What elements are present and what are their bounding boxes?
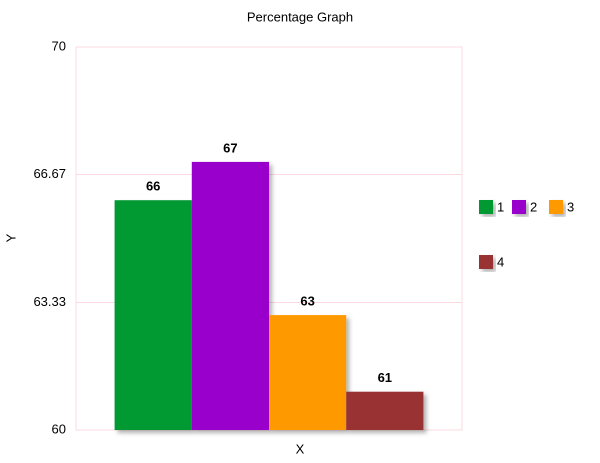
y-tick-label: 60 [52,421,66,436]
legend-swatch [549,200,563,214]
y-tick-label: 70 [52,38,66,53]
bar [114,200,192,430]
y-axis-label: Y [3,233,18,242]
legend-label: 1 [497,199,504,214]
chart-title: Percentage Graph [247,9,353,24]
legend-label: 4 [497,254,504,269]
data-label: 67 [223,140,237,155]
legend-swatch [479,200,493,214]
bar [191,161,269,430]
y-tick-label: 66.67 [33,166,66,181]
bar [346,391,424,430]
legend-label: 2 [530,199,537,214]
legend-label: 3 [567,199,574,214]
legend-swatch [512,200,526,214]
bar [269,315,347,430]
data-label: 63 [300,294,314,309]
y-tick-label: 63.33 [33,294,66,309]
data-label: 61 [378,370,392,385]
data-label: 66 [146,179,160,194]
legend-swatch [479,255,493,269]
x-axis-label: X [296,441,305,456]
